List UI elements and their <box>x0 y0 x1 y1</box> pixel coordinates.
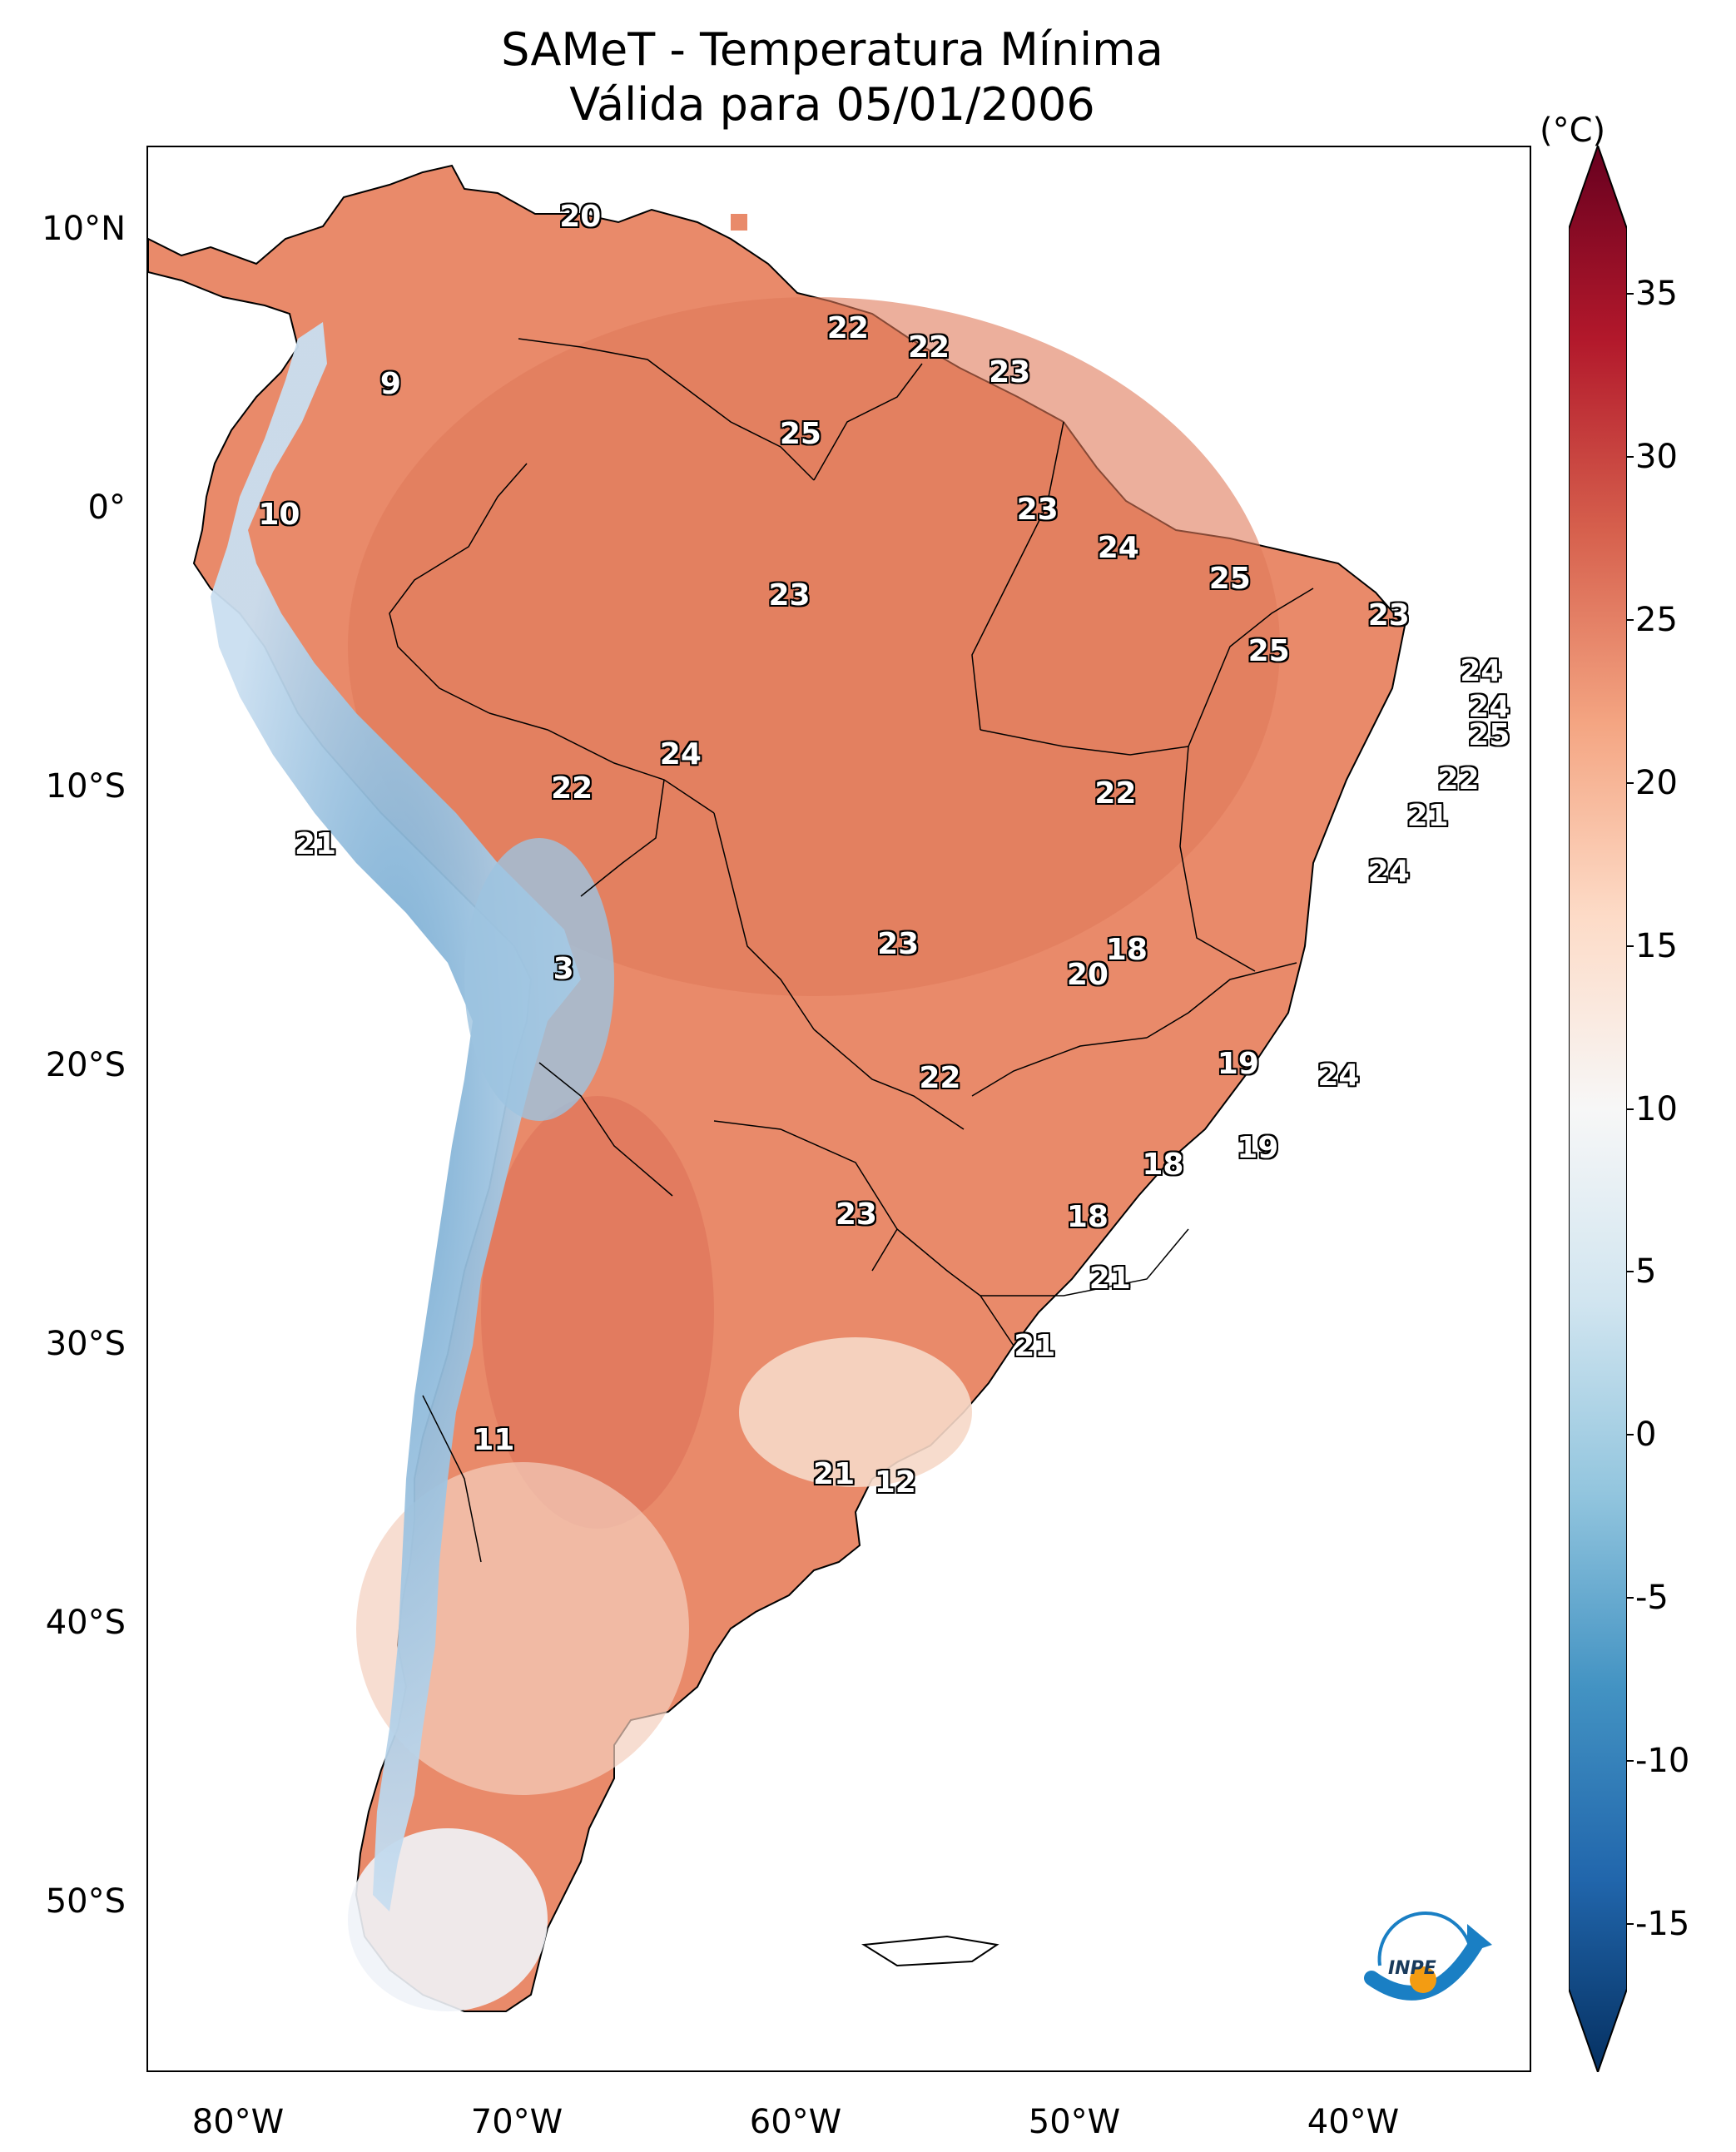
lat-label-20s: 20°S <box>45 1046 126 1084</box>
station-value-v7: 10 <box>258 498 300 533</box>
colorbar-tick-label: -10 <box>1635 1741 1690 1780</box>
station-value-v18: 22 <box>1437 762 1480 797</box>
lon-label-60w: 60°W <box>749 2103 842 2141</box>
colorbar-tick-label: 30 <box>1635 438 1678 477</box>
lon-label-40w: 40°W <box>1307 2103 1400 2141</box>
colorbar-tick-label: 10 <box>1635 1089 1678 1128</box>
station-value-v35: 21 <box>1089 1262 1131 1297</box>
station-value-v39: 12 <box>874 1465 916 1500</box>
station-value-v16: 25 <box>1468 717 1510 752</box>
map-frame: 20 22 22 23 9 25 10 23 24 25 23 23 25 24 24 25 24 22 22 22 2… <box>146 146 1531 2072</box>
colorbar-tick-mark <box>1627 1597 1634 1599</box>
colorbar-tick-label: -5 <box>1635 1579 1669 1617</box>
lat-label-0: 0° <box>87 488 126 527</box>
colorbar-tick-mark <box>1627 1759 1634 1762</box>
station-value-v20: 22 <box>1094 776 1137 811</box>
station-value-v5: 9 <box>379 366 401 401</box>
lat-label-10s: 10°S <box>45 767 126 806</box>
station-value-v23: 24 <box>1367 855 1410 889</box>
station-value-v34: 18 <box>1066 1200 1109 1235</box>
station-value-v25: 18 <box>1105 932 1148 967</box>
map-title: SAMeT - Temperatura Mínima <box>501 23 1163 76</box>
inpe-logo: INPE <box>1364 1912 1492 2001</box>
colorbar-tick-label: -15 <box>1635 1904 1690 1943</box>
colorbar-tick-label: 25 <box>1635 601 1678 639</box>
warm-interior-region <box>348 297 1280 996</box>
station-value-v2: 22 <box>826 310 869 345</box>
station-value-v32: 18 <box>1142 1147 1184 1182</box>
colorbar-tick-mark <box>1627 293 1634 295</box>
southern-tip-region <box>348 1828 548 2011</box>
station-value-v33: 23 <box>835 1197 877 1232</box>
colorbar-tick-label: 5 <box>1635 1252 1657 1292</box>
colorbar-tick-mark <box>1627 1108 1634 1110</box>
station-value-v21: 21 <box>1406 799 1449 833</box>
inpe-logo-sun-icon <box>1410 1966 1436 1993</box>
falkland-islands <box>861 1935 999 1967</box>
station-value-v37: 11 <box>473 1423 515 1458</box>
trinidad-island <box>731 214 747 231</box>
station-value-v11: 23 <box>768 578 811 613</box>
lon-label-80w: 80°W <box>191 2103 285 2141</box>
station-value-v24: 23 <box>877 927 920 962</box>
colorbar-tick-label: 0 <box>1635 1416 1657 1455</box>
station-value-v10: 25 <box>1208 562 1251 597</box>
station-value-v19: 22 <box>551 771 593 806</box>
lat-label-40s: 40°S <box>45 1604 126 1642</box>
station-value-v4: 23 <box>989 355 1031 390</box>
station-value-v17: 24 <box>659 737 702 772</box>
station-value-v26: 3 <box>553 952 574 987</box>
station-value-v15: 24 <box>1468 690 1510 725</box>
lat-label-50s: 50°S <box>45 1882 126 1921</box>
station-value-v28: 19 <box>1217 1047 1259 1082</box>
station-value-v27: 20 <box>1066 957 1109 992</box>
colorbar-tick-mark <box>1627 945 1634 947</box>
colorbar-tick-mark <box>1627 619 1634 621</box>
station-value-v31: 19 <box>1237 1130 1279 1165</box>
station-value-v13: 25 <box>1247 634 1290 669</box>
station-value-v29: 24 <box>1317 1058 1360 1093</box>
station-value-v9: 24 <box>1097 531 1139 566</box>
station-value-v38: 21 <box>813 1456 856 1491</box>
lat-label-30s: 30°S <box>45 1325 126 1363</box>
colorbar-tick-label: 35 <box>1635 275 1678 314</box>
lon-label-50w: 50°W <box>1028 2103 1121 2141</box>
station-value-v30: 22 <box>919 1060 961 1095</box>
lat-label-10n: 10°N <box>42 210 126 248</box>
country-borders <box>389 338 1314 1563</box>
warm-chaco-region <box>481 1096 714 1529</box>
station-value-v3: 22 <box>907 330 950 365</box>
colorbar-tick-mark <box>1627 1271 1634 1273</box>
colorbar-tick-mark <box>1627 781 1634 784</box>
colorbar-tick-mark <box>1627 456 1634 459</box>
colorbar-unit: (°C) <box>1540 112 1606 150</box>
altiplano-region <box>464 838 614 1121</box>
colorbar-tick-mark <box>1627 1922 1634 1925</box>
colorbar-tick-mark <box>1627 1434 1634 1436</box>
andes-cold-region <box>211 322 581 1912</box>
colorbar-tick-label: 15 <box>1635 926 1678 965</box>
station-value-v14: 24 <box>1460 653 1502 688</box>
station-value-v8: 23 <box>1016 492 1059 527</box>
station-value-v1: 20 <box>559 199 602 234</box>
lon-label-70w: 70°W <box>470 2103 563 2141</box>
station-value-v36: 21 <box>1014 1328 1056 1363</box>
inpe-logo-text: INPE <box>1388 1958 1436 1979</box>
colorbar-tick-label: 20 <box>1635 763 1678 802</box>
colorbar <box>1569 146 1627 2072</box>
station-value-v6: 25 <box>779 417 821 452</box>
station-value-v22: 21 <box>294 826 337 861</box>
map-canvas <box>148 164 1406 2012</box>
station-value-v12: 23 <box>1367 598 1410 632</box>
map-subtitle: Válida para 05/01/2006 <box>569 78 1095 131</box>
cool-uruguay-region <box>739 1337 972 1487</box>
